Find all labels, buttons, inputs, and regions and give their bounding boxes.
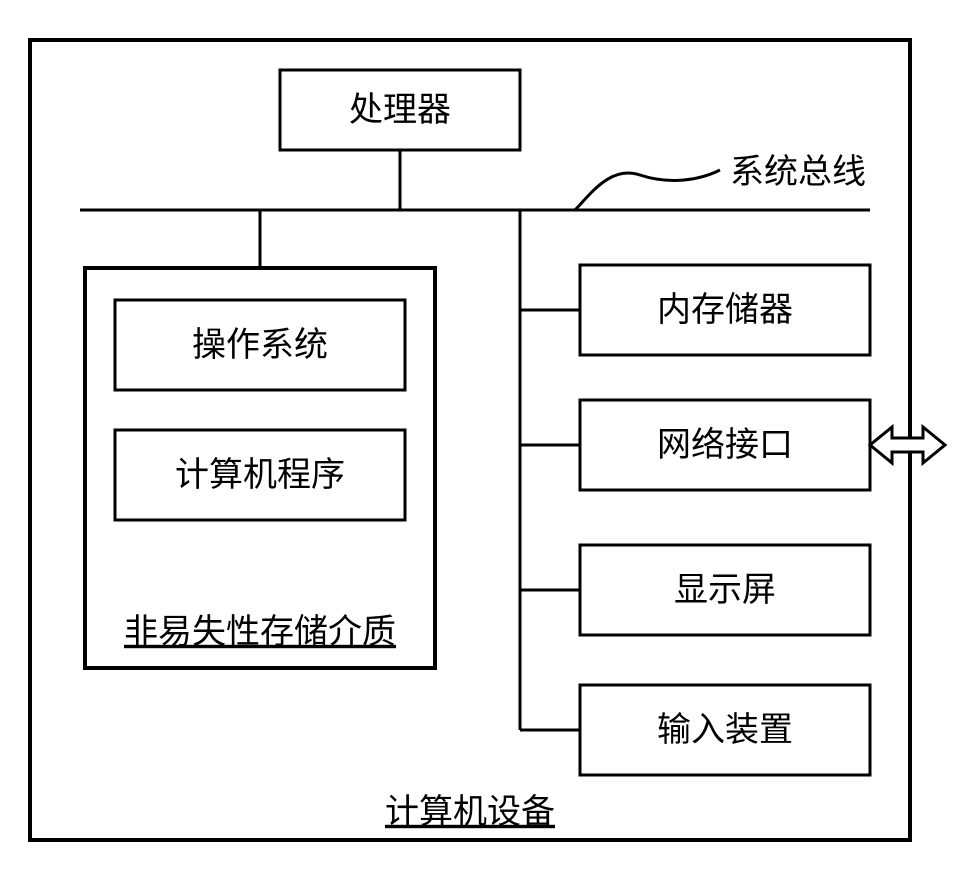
bus-squiggle <box>575 170 720 210</box>
bus-label: 系统总线 <box>730 153 866 191</box>
os-label: 操作系统 <box>192 326 328 364</box>
program-node: 计算机程序 <box>115 430 405 520</box>
nonvolatile-storage-label: 非易失性存储介质 <box>124 613 396 651</box>
nonvolatile-storage-node: 操作系统 计算机程序 非易失性存储介质 <box>85 268 435 668</box>
computer-device-label: 计算机设备 <box>385 793 555 831</box>
network-bidir-arrow-icon <box>870 427 945 463</box>
display-label: 显示屏 <box>674 572 776 609</box>
processor-label: 处理器 <box>349 92 451 129</box>
input-device-label: 输入装置 <box>657 711 793 749</box>
os-node: 操作系统 <box>115 300 405 390</box>
program-label: 计算机程序 <box>175 456 345 494</box>
network-interface-label: 网络接口 <box>657 426 793 464</box>
memory-label: 内存储器 <box>657 291 793 329</box>
computer-device-diagram: 处理器 系统总线 操作系统 计算机程序 非易失性存储介质 内存储器 <box>0 0 953 872</box>
input-device-node: 输入装置 <box>520 685 870 775</box>
memory-node: 内存储器 <box>520 265 870 355</box>
processor-node: 处理器 <box>280 70 520 150</box>
display-node: 显示屏 <box>520 545 870 635</box>
network-interface-node: 网络接口 <box>520 400 870 490</box>
